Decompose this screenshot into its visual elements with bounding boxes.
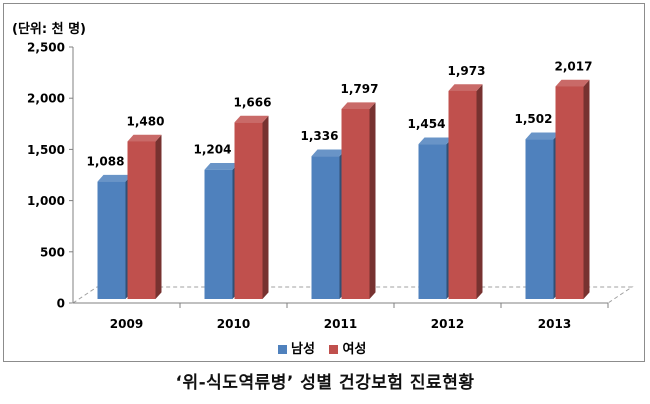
chart-caption: ‘위-식도역류병’ 성별 건강보험 진료현황 xyxy=(175,373,475,393)
legend-item-female: 여성 xyxy=(329,342,366,357)
bar-female xyxy=(555,86,584,299)
bar-male xyxy=(418,144,447,299)
x-tick-label: 2012 xyxy=(431,317,464,331)
y-tick-label: 500 xyxy=(40,245,65,259)
bar-top-female xyxy=(448,84,483,91)
bar-side-female xyxy=(262,115,269,300)
data-label: 1,204 xyxy=(194,143,232,157)
bar-side-female xyxy=(583,79,590,299)
y-tick-label: 2,500 xyxy=(27,41,65,55)
y-tick-label: 2,000 xyxy=(27,92,65,106)
bar-side-female xyxy=(155,134,162,299)
bar-male xyxy=(525,139,554,299)
bar-male xyxy=(204,169,233,299)
legend-label-female: 여성 xyxy=(342,342,367,357)
data-label: 2,017 xyxy=(555,59,593,73)
bar-top-male xyxy=(204,163,239,170)
data-label: 1,454 xyxy=(408,117,446,131)
bar-top-female xyxy=(555,79,590,87)
legend-item-male: 남성 xyxy=(278,342,315,357)
legend: 남성 여성 xyxy=(278,338,376,357)
bar-male xyxy=(97,181,126,299)
bar-female xyxy=(448,90,477,299)
bar-top-male xyxy=(97,174,132,182)
bar-top-male xyxy=(311,149,346,157)
legend-swatch-male xyxy=(278,345,287,354)
data-label: 1,336 xyxy=(301,129,339,143)
x-tick-label: 2013 xyxy=(538,317,571,331)
bar-male xyxy=(311,156,340,299)
data-label: 1,666 xyxy=(234,95,272,109)
y-tick-label: 1,000 xyxy=(27,194,65,208)
bar-side-female xyxy=(476,84,483,300)
data-label: 1,088 xyxy=(87,155,125,169)
data-label: 1,973 xyxy=(448,64,486,78)
legend-swatch-female xyxy=(329,345,339,354)
bar-female xyxy=(341,108,370,299)
y-tick-label: 0 xyxy=(57,297,65,311)
data-label: 1,797 xyxy=(341,82,379,96)
bar-top-female xyxy=(234,115,269,123)
legend-label-male: 남성 xyxy=(291,342,315,357)
unit-label: (단위: 천 명) xyxy=(12,22,86,37)
bar-top-female xyxy=(341,102,376,109)
bar-top-male xyxy=(418,137,453,145)
bar-female xyxy=(127,141,156,299)
y-tick-label: 1,500 xyxy=(27,143,65,157)
bar-side-female xyxy=(369,102,376,300)
x-tick-label: 2009 xyxy=(110,317,143,331)
bar-female xyxy=(234,122,263,299)
x-tick-label: 2011 xyxy=(324,317,357,331)
bar-top-male xyxy=(525,132,560,140)
bar-top-female xyxy=(127,134,162,142)
x-tick-label: 2010 xyxy=(217,317,250,331)
data-label: 1,480 xyxy=(127,114,165,128)
data-label: 1,502 xyxy=(515,112,553,126)
